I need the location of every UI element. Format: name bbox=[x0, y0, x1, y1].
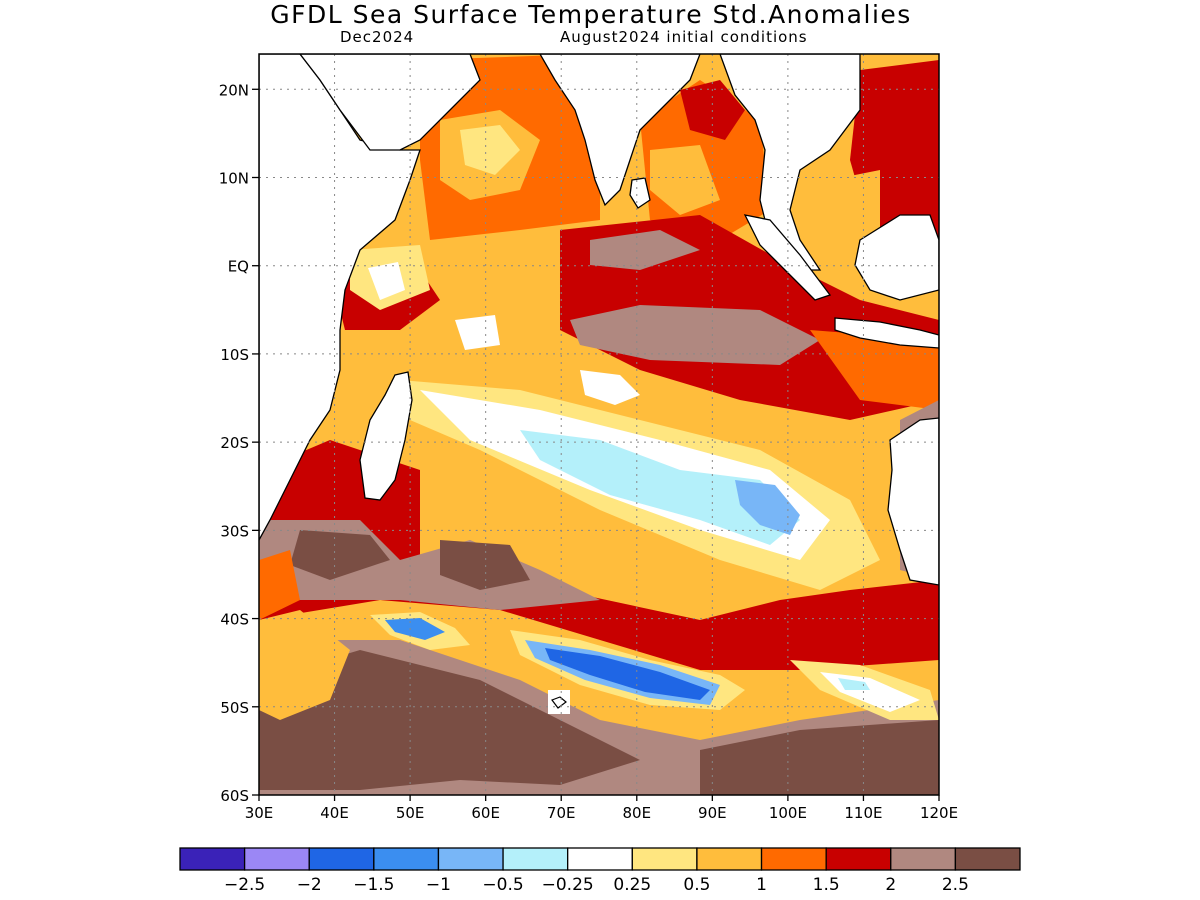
lat-tick-label: 20N bbox=[219, 81, 249, 99]
colorbar-swatch bbox=[696, 847, 763, 871]
gridlines bbox=[259, 54, 939, 795]
land-kerguelen-coast bbox=[551, 696, 567, 709]
lon-tick-label: 80E bbox=[622, 804, 651, 822]
field-cool-band-cyan bbox=[520, 430, 800, 545]
colorbar-label: 2 bbox=[885, 875, 896, 895]
field-cool-patch bbox=[580, 370, 640, 405]
init-conditions: August2024 initial conditions bbox=[560, 28, 808, 46]
field-far-south-darkbrown1 bbox=[259, 650, 640, 790]
colorbar-label: −0.25 bbox=[542, 875, 594, 895]
field-arabian-lightyellow bbox=[460, 125, 520, 175]
colorbar-swatch bbox=[825, 847, 892, 871]
lon-tick-label: 30E bbox=[245, 804, 274, 822]
land-se-asia bbox=[719, 54, 861, 271]
land-australia bbox=[887, 417, 939, 586]
field-sw-yellow bbox=[259, 610, 350, 720]
colorbar-label: −1.5 bbox=[353, 875, 394, 895]
colorbar-swatch bbox=[243, 847, 310, 871]
field-cool-patch2 bbox=[455, 315, 500, 350]
lon-tick-label: 60E bbox=[471, 804, 500, 822]
field-cold-streak1 bbox=[385, 618, 445, 640]
colorbar-swatch bbox=[502, 847, 569, 871]
colorbar-label: −2.5 bbox=[224, 875, 265, 895]
colorbar-label: 0.5 bbox=[683, 875, 710, 895]
land-india bbox=[539, 54, 701, 207]
colorbar-label: −2 bbox=[297, 875, 322, 895]
lon-tick-label: 100E bbox=[769, 804, 807, 822]
colorbar-swatch bbox=[760, 847, 827, 871]
field-eq-orange bbox=[810, 330, 939, 410]
colorbar-label: −1 bbox=[426, 875, 451, 895]
land-africa bbox=[259, 54, 421, 541]
lon-tick-label: 70E bbox=[547, 804, 576, 822]
map-frame bbox=[258, 53, 940, 796]
field-cool-band-blue bbox=[735, 480, 800, 535]
colorbar-label: −0.5 bbox=[482, 875, 523, 895]
field-scs-yellow bbox=[830, 170, 880, 250]
field-south-red bbox=[259, 440, 939, 670]
land-kerguelen bbox=[548, 690, 570, 714]
colorbar-swatch bbox=[890, 847, 957, 871]
colorbar-swatch bbox=[437, 847, 504, 871]
lat-tick-label: 10S bbox=[220, 346, 249, 364]
lon-tick-label: 110E bbox=[844, 804, 882, 822]
valid-month: Dec2024 bbox=[340, 28, 415, 46]
colorbar-label: 1 bbox=[756, 875, 767, 895]
field-far-south-darkbrown2 bbox=[700, 720, 939, 795]
lat-tick-label: 60S bbox=[220, 787, 249, 805]
anomaly-field bbox=[259, 54, 939, 795]
colorbar-swatch bbox=[308, 847, 375, 871]
field-cold-streak2 bbox=[545, 648, 710, 700]
field-eq-brown1 bbox=[590, 230, 700, 270]
lat-tick-label: 50S bbox=[220, 699, 249, 717]
land-sri-lanka bbox=[629, 177, 651, 209]
field-west-white bbox=[368, 262, 405, 300]
field-south-darkbrown2 bbox=[440, 540, 530, 590]
lon-tick-label: 40E bbox=[320, 804, 349, 822]
lon-tick-label: 120E bbox=[920, 804, 958, 822]
colorbar: −2.5 −2 −1.5 −1 −0.5 −0.25 0.25 0.5 1 1.5 2 2.5 bbox=[179, 847, 1021, 895]
colorbar-swatch bbox=[373, 847, 440, 871]
field-eq-brown2 bbox=[570, 305, 820, 365]
colorbar-label: 1.5 bbox=[813, 875, 840, 895]
lat-tick-label: 40S bbox=[220, 611, 249, 629]
land-madagascar bbox=[359, 371, 413, 501]
land-java bbox=[834, 317, 939, 349]
colorbar-label: 2.5 bbox=[942, 875, 969, 895]
map-title: GFDL Sea Surface Temperature Std.Anomali… bbox=[270, 0, 912, 29]
colorbar-swatch bbox=[179, 847, 246, 871]
colorbar-swatch bbox=[567, 847, 633, 871]
lat-tick-label: 20S bbox=[220, 434, 249, 452]
colorbar-label: 0.25 bbox=[613, 875, 651, 895]
lon-tick-label: 90E bbox=[698, 804, 727, 822]
field-cold-streak3-cyan bbox=[838, 678, 870, 690]
lat-tick-label: 30S bbox=[220, 522, 249, 540]
field-south-darkbrown1 bbox=[290, 530, 390, 580]
field-south-orange bbox=[259, 550, 300, 620]
lat-tick-label: EQ bbox=[228, 258, 249, 276]
lat-tick-label: 10N bbox=[219, 170, 249, 188]
lon-tick-label: 50E bbox=[396, 804, 425, 822]
colorbar-swatch bbox=[631, 847, 698, 871]
land-borneo bbox=[854, 214, 939, 301]
colorbar-swatch bbox=[954, 847, 1021, 871]
field-bengal-yellow bbox=[650, 145, 720, 215]
